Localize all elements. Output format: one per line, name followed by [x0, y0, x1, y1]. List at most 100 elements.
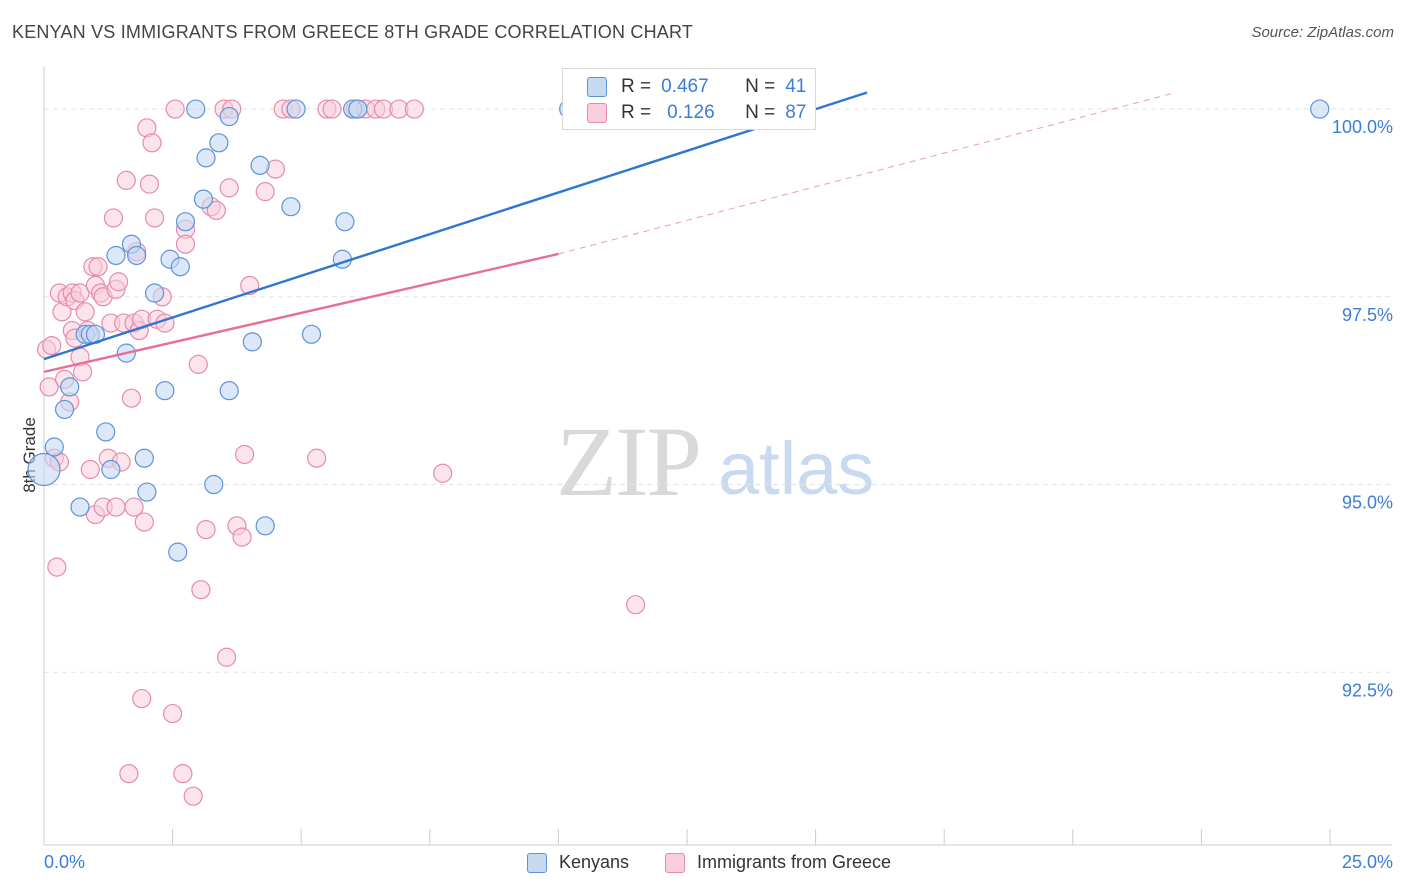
data-point-kenyans [255, 516, 275, 536]
data-point-greece [206, 200, 226, 221]
data-point-greece [39, 377, 59, 397]
data-point-greece [142, 133, 162, 153]
stats-n-value: 41 [785, 76, 807, 97]
y-tick-label: 97.5% [1342, 305, 1393, 325]
data-point-kenyans [348, 99, 368, 119]
y-tick-label: 92.5% [1342, 680, 1393, 700]
data-point-greece [165, 99, 185, 119]
legend-item-kenyans[interactable]: Kenyans [527, 852, 629, 873]
legend-swatch-kenyans [527, 852, 547, 873]
data-point-kenyans [106, 245, 126, 266]
trend-line-kenyans [43, 91, 868, 361]
data-point-greece [144, 208, 165, 228]
chart-title: KENYAN VS IMMIGRANTS FROM GREECE 8TH GRA… [12, 22, 694, 42]
stats-r-value: 0.126 [667, 102, 715, 123]
data-point-kenyans [170, 257, 190, 277]
data-point-greece [232, 527, 252, 547]
data-point-greece [307, 448, 327, 468]
data-point-greece [116, 170, 136, 190]
data-point-greece [134, 512, 154, 532]
watermark-atlas: atlas [718, 427, 875, 510]
data-point-kenyans [1310, 99, 1330, 119]
data-point-greece [106, 497, 126, 517]
grid-lines [44, 108, 1392, 673]
stats-row-greece: R = 0.126 N = 87 [587, 101, 806, 125]
stats-n-label: N = [745, 102, 776, 123]
data-point-greece [322, 99, 342, 119]
data-point-greece [219, 178, 239, 198]
stats-n-label: N = [745, 76, 776, 97]
x-tick-label-max: 25.0% [1342, 852, 1393, 872]
stats-swatch-greece [587, 103, 607, 123]
data-point-greece [433, 463, 453, 483]
data-point-greece [42, 335, 62, 356]
stats-swatch-kenyans [587, 77, 607, 97]
data-point-greece [173, 764, 193, 784]
y-tick-label: 95.0% [1342, 493, 1393, 513]
stats-r-value: 0.467 [661, 76, 709, 97]
data-point-greece [88, 257, 108, 277]
data-point-kenyans [286, 99, 306, 119]
data-point-greece [404, 99, 424, 119]
trend-lines [43, 91, 1176, 374]
data-point-greece [255, 182, 275, 202]
data-point-kenyans [96, 422, 116, 442]
x-tick-label-min: 0.0% [44, 852, 85, 872]
legend-swatch-greece [665, 852, 685, 873]
data-point-greece [235, 444, 255, 465]
data-point-greece [183, 786, 203, 806]
data-point-kenyans [168, 542, 188, 562]
data-point-kenyans [27, 452, 61, 487]
data-point-greece [217, 647, 237, 667]
stats-row-kenyans: R = 0.467 N = 41 [587, 75, 806, 99]
data-point-kenyans [60, 377, 80, 397]
data-point-greece [103, 208, 124, 228]
data-point-kenyans [44, 437, 64, 457]
stats-r-label: R = [621, 102, 652, 123]
legend-label-greece: Immigrants from Greece [697, 852, 892, 872]
data-point-kenyans [209, 133, 229, 153]
data-point-kenyans [219, 381, 239, 401]
data-point-kenyans [196, 148, 216, 168]
data-point-kenyans [335, 212, 355, 232]
data-point-kenyans [301, 324, 322, 344]
data-point-greece [70, 283, 90, 303]
data-point-kenyans [250, 155, 270, 175]
data-point-kenyans [144, 283, 165, 303]
data-point-greece [75, 302, 95, 322]
data-point-kenyans [193, 189, 214, 209]
data-point-kenyans [155, 381, 175, 401]
data-point-greece [139, 174, 160, 194]
data-point-greece [191, 580, 211, 600]
data-point-kenyans [186, 99, 206, 119]
data-point-greece [121, 388, 142, 408]
series-kenyans-points [27, 99, 1330, 562]
data-point-kenyans [54, 399, 75, 420]
series-greece-points [36, 99, 646, 806]
stats-legend: R = 0.467 N = 41 R = 0.126 N = 87 [562, 68, 816, 130]
trend-line-greece-extension [558, 92, 1176, 255]
data-point-greece [163, 703, 183, 724]
data-point-greece [124, 497, 144, 517]
data-point-kenyans [101, 459, 121, 480]
tick-labels: 100.0% 97.5% 95.0% 92.5% 0.0% 25.0% [44, 117, 1393, 872]
data-point-greece [188, 354, 208, 374]
data-point-kenyans [219, 106, 239, 127]
data-point-greece [47, 557, 67, 577]
data-point-kenyans [175, 212, 196, 232]
legend-item-greece[interactable]: Immigrants from Greece [665, 852, 891, 873]
trend-line-greece [43, 252, 559, 374]
data-point-kenyans [70, 497, 90, 517]
data-point-kenyans [204, 474, 224, 495]
data-point-greece [108, 272, 129, 292]
stats-n-value: 87 [785, 102, 807, 123]
data-point-greece [175, 234, 196, 254]
data-point-greece [119, 764, 139, 784]
legend-label-kenyans: Kenyans [559, 852, 630, 872]
data-point-kenyans [137, 482, 157, 502]
source-label: Source: ZipAtlas.com [1251, 24, 1394, 41]
data-point-greece [80, 459, 100, 480]
bottom-legend: Kenyans Immigrants from Greece [0, 852, 1406, 878]
data-point-kenyans [242, 332, 262, 352]
